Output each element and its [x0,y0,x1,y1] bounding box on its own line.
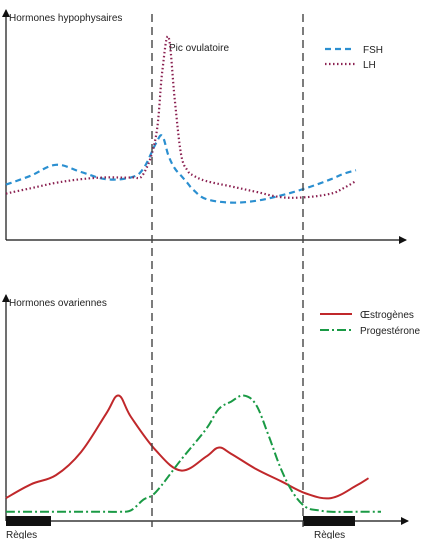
ovulation-peak-label: Pic ovulatoire [169,43,229,54]
top-legend: FSH LH [325,45,383,71]
legend-label-progesterone: Progestérone [360,326,420,337]
regles-bar-right [303,516,355,526]
bottom-legend: Œstrogènes Progestérone [320,310,420,337]
series-line-oestrogenes [5,394,370,500]
top-y-label: Hormones hypophysaires [9,13,122,24]
series-line-fsh [5,134,357,204]
ovarian-chart: Hormones ovariennes Œstrogènes Progestér… [2,294,420,539]
bottom-y-label: Hormones ovariennes [9,298,107,309]
series-line-lh [5,35,357,199]
legend-label-oestrogenes: Œstrogènes [360,310,414,321]
legend-label-fsh: FSH [363,45,383,56]
pituitary-chart: Hormones hypophysaires Pic ovulatoire FS… [2,9,407,244]
legend-label-lh: LH [363,60,376,71]
regles-bar-left [6,516,51,526]
series-line-progesterone [6,394,381,513]
regles-label-left: Règles [6,530,37,539]
regles-label-right: Règles [314,530,345,539]
